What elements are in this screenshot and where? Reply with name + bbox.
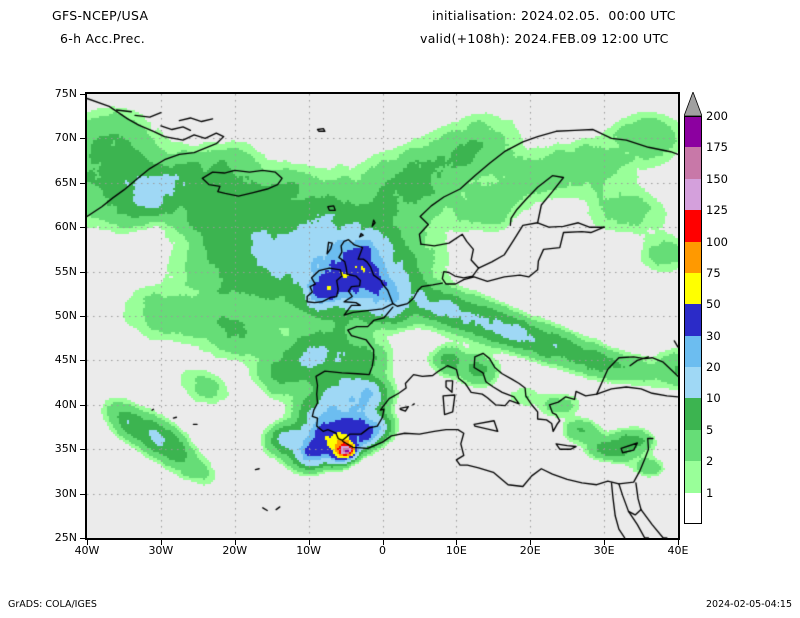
- lon-axis-tick: [87, 540, 88, 545]
- lat-axis-tick: [80, 94, 85, 95]
- lon-axis-tick: [678, 540, 679, 545]
- lat-axis-label: 55N: [54, 264, 77, 278]
- colorbar-segment: [684, 335, 702, 368]
- lon-axis-tick: [530, 540, 532, 545]
- colorbar-tick-label: 50: [706, 297, 721, 312]
- lat-axis-tick: [80, 493, 85, 495]
- colorbar-segment: [684, 461, 702, 493]
- lat-axis-tick: [80, 360, 85, 362]
- colorbar-segment: [684, 367, 702, 399]
- lon-axis-label: 10E: [445, 544, 467, 557]
- colorbar-tick-label: 200: [706, 109, 728, 123]
- header-valid-time: valid(+108h): 2024.FEB.09 12:00 UTC: [420, 31, 669, 46]
- lat-axis-tick: [80, 138, 85, 140]
- colorbar-tick-label: 175: [706, 140, 728, 155]
- lon-axis-label: 20E: [519, 544, 541, 557]
- lat-axis-tick: [80, 538, 85, 539]
- colorbar-tick-label: 75: [706, 265, 721, 280]
- colorbar-segment: [684, 272, 702, 305]
- colorbar-tick-label: 1: [706, 485, 714, 500]
- lon-axis-label: 40E: [667, 544, 689, 557]
- lat-axis-tick: [80, 271, 85, 273]
- lon-axis-tick: [456, 540, 458, 545]
- lat-axis-tick: [80, 182, 85, 184]
- lon-axis-tick: [234, 540, 236, 545]
- colorbar-segment: [684, 241, 702, 273]
- header-initialisation-time: initialisation: 2024.02.05. 00:00 UTC: [432, 8, 676, 23]
- lon-axis-label: 30E: [593, 544, 615, 557]
- colorbar-tick-label: 150: [706, 171, 728, 186]
- colorbar-tick-label: 5: [706, 422, 714, 437]
- lat-axis-label: 60N: [54, 220, 77, 234]
- colorbar-segment: [684, 429, 702, 462]
- lon-axis-tick: [308, 540, 310, 545]
- lat-axis-label: 75N: [54, 87, 77, 100]
- precipitation-map: [85, 92, 680, 540]
- colorbar-segment: [684, 210, 702, 242]
- lon-axis-label: 0: [379, 544, 386, 557]
- lat-axis-label: 30N: [54, 486, 77, 500]
- colorbar-segment: [684, 147, 702, 179]
- colorbar-tick-label: 20: [706, 360, 721, 375]
- lon-axis-label: 10W: [296, 544, 322, 557]
- lat-axis-tick: [80, 316, 85, 317]
- lon-axis-tick: [604, 540, 606, 545]
- colorbar-tick-label: 10: [706, 391, 721, 406]
- header-model-name: GFS-NCEP/USA: [52, 8, 149, 23]
- lat-axis-label: 40N: [54, 397, 77, 411]
- lon-axis-label: 40W: [74, 544, 100, 557]
- footer-timestamp: 2024-02-05-04:15: [705, 599, 792, 610]
- colorbar-tick-label: 100: [706, 234, 728, 249]
- colorbar-overflow-arrow-icon: [684, 92, 702, 116]
- precipitation-colorbar: [684, 116, 702, 524]
- lat-axis-tick: [80, 227, 85, 229]
- header-field-description: 6-h Acc.Prec.: [60, 31, 146, 46]
- lat-axis-label: 70N: [54, 131, 77, 145]
- colorbar-segment: [684, 304, 702, 336]
- lat-axis-tick: [80, 404, 85, 406]
- colorbar-segment: [684, 398, 702, 430]
- lon-axis-tick: [382, 540, 384, 545]
- lat-axis-label: 35N: [54, 442, 77, 456]
- lat-axis-label: 25N: [54, 531, 77, 544]
- footer-attribution: GrADS: COLA/IGES: [8, 599, 97, 610]
- coastline-layer: [87, 94, 678, 538]
- colorbar-segment: [684, 116, 702, 148]
- lon-axis-label: 30W: [148, 544, 174, 557]
- lat-axis-label: 45N: [54, 353, 77, 367]
- lat-axis-label: 50N: [54, 309, 77, 322]
- colorbar-tick-label: 125: [706, 203, 728, 218]
- lat-axis-tick: [80, 449, 85, 451]
- colorbar-tick-label: 2: [706, 454, 714, 469]
- lon-axis-label: 20W: [222, 544, 248, 557]
- colorbar-segment: [684, 492, 702, 524]
- lat-axis-label: 65N: [54, 175, 77, 189]
- colorbar-segment: [684, 178, 702, 211]
- colorbar-tick-label: 30: [706, 328, 721, 343]
- lon-axis-tick: [160, 540, 162, 545]
